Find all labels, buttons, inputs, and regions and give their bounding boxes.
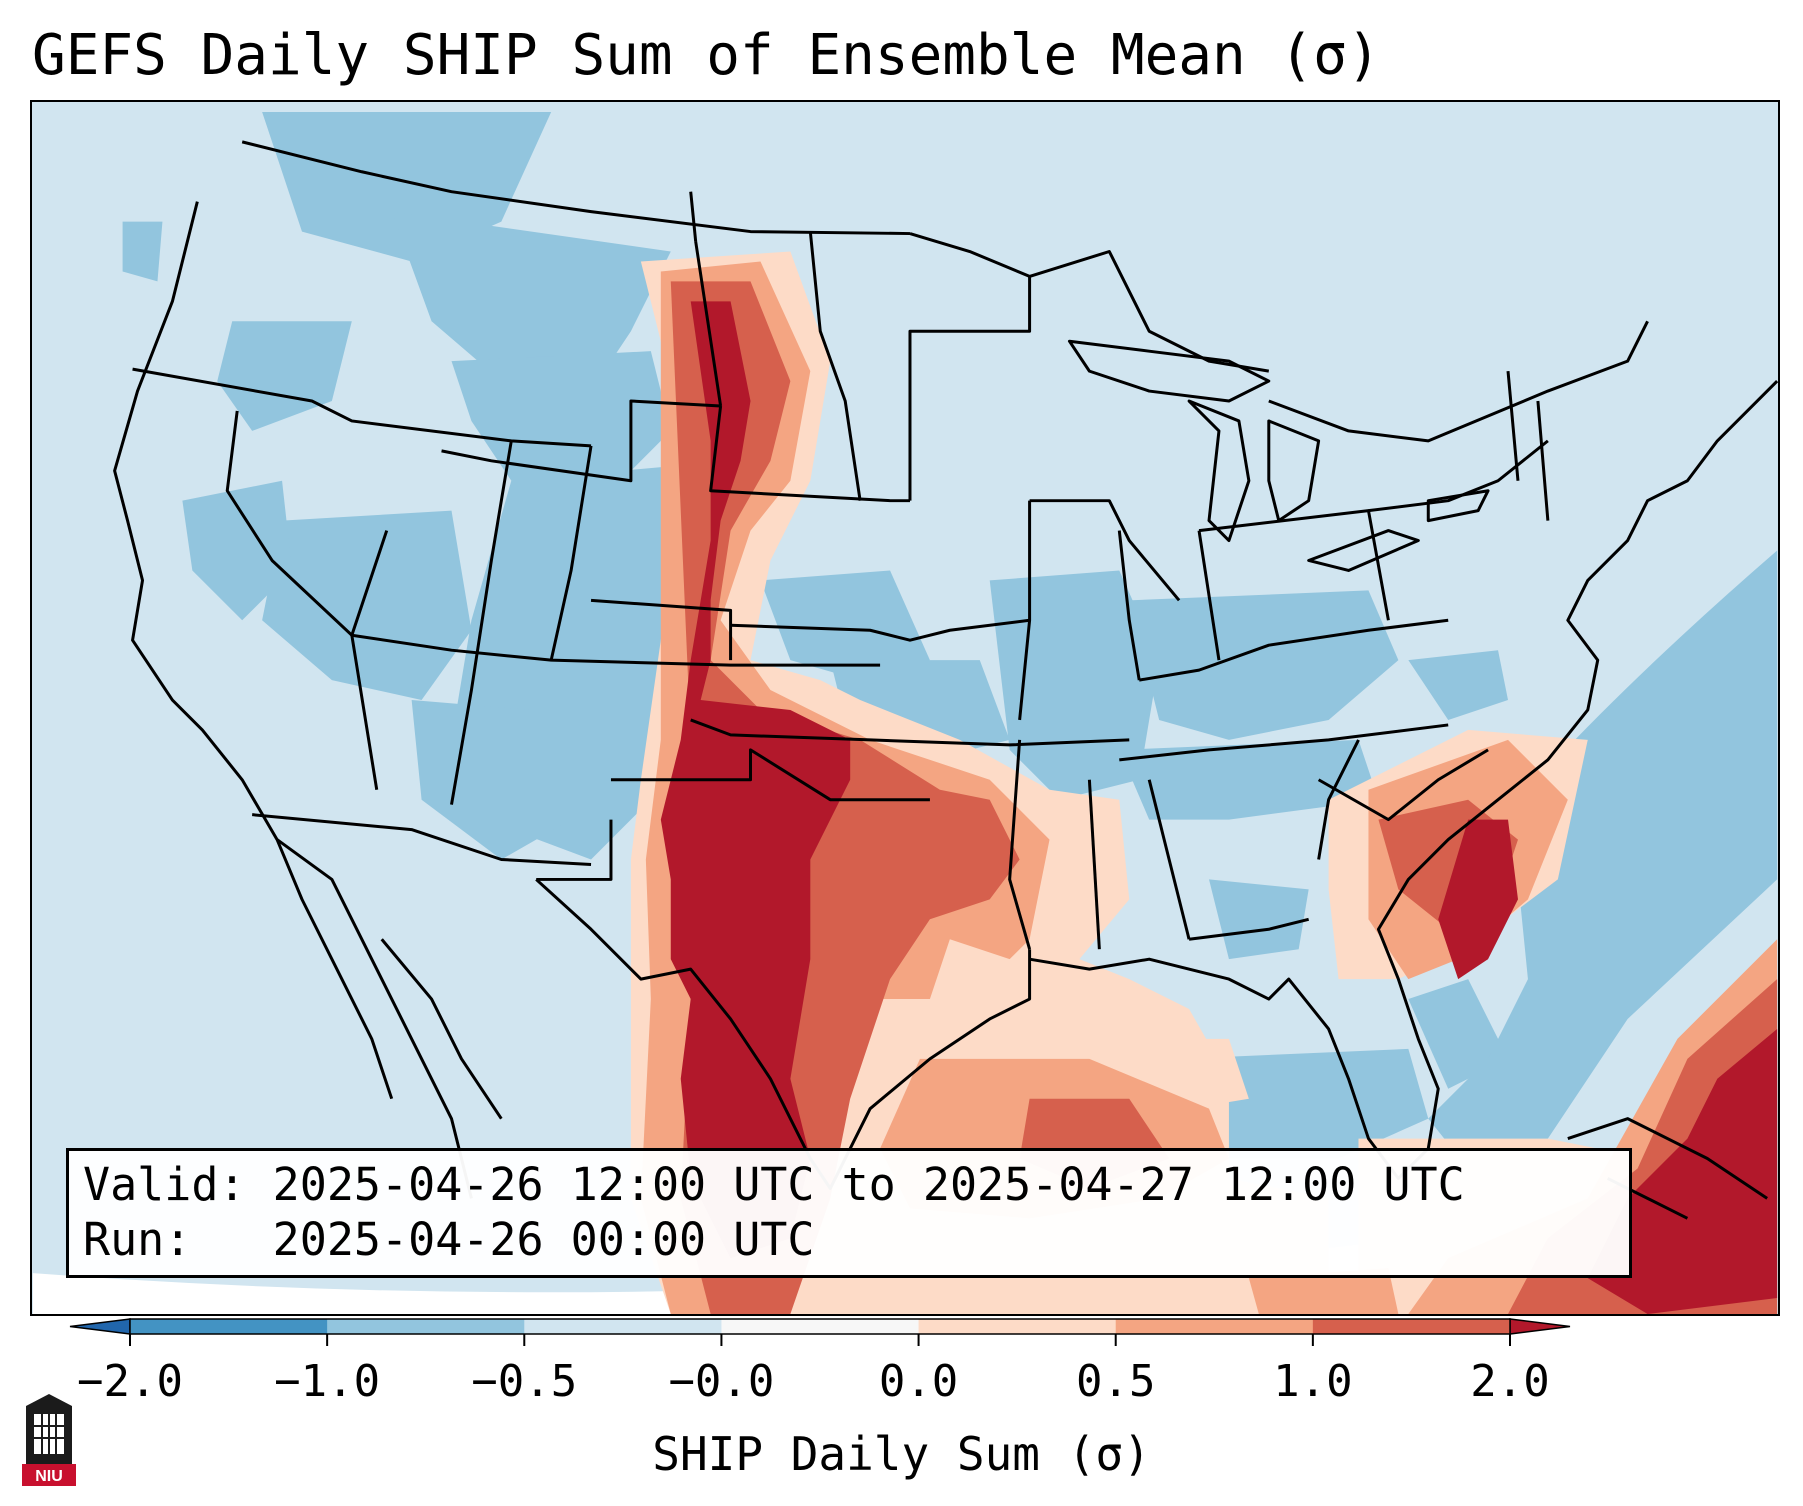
- colorbar-tick-label: −2.0: [77, 1356, 183, 1407]
- us-canada-border: [241, 140, 911, 236]
- colorbar-swatches: [69, 1318, 1571, 1335]
- colorbar-swatch: [327, 1319, 525, 1334]
- colorbar-tick-label: −0.0: [668, 1356, 774, 1407]
- map-panel: [30, 100, 1780, 1316]
- colorbar-ticks: −2.0 −1.0 −0.5 −0.0 0.0 0.5 1.0 2.0: [77, 1334, 1550, 1407]
- colorbar-tick-label: 0.5: [1076, 1356, 1155, 1407]
- niu-logo: NIU: [22, 1394, 76, 1486]
- colorbar: −2.0 −1.0 −0.5 −0.0 0.0 0.5 1.0 2.0: [69, 1318, 1571, 1407]
- valid-time-text: Valid: 2025-04-26 12:00 UTC to 2025-04-2…: [83, 1158, 1465, 1211]
- colorbar-swatch: [524, 1319, 722, 1334]
- lake-ontario: [1426, 489, 1490, 523]
- lake-erie: [1307, 529, 1420, 572]
- colorbar-extend-max: [1509, 1318, 1571, 1335]
- colorbar-extend-min: [69, 1318, 131, 1335]
- chart-title: GEFS Daily SHIP Sum of Ensemble Mean (σ): [32, 23, 1381, 88]
- west-coast: [113, 201, 394, 1100]
- boundaries-layer: [113, 140, 1778, 1220]
- east-gulf-coast: [1029, 380, 1778, 1180]
- colorbar-tick-label: 2.0: [1470, 1356, 1549, 1407]
- colorbar-swatch: [1115, 1319, 1314, 1334]
- lake-superior: [1067, 339, 1271, 403]
- colorbar-tick-label: −0.5: [471, 1356, 577, 1407]
- colorbar-label: SHIP Daily Sum (σ): [652, 1427, 1151, 1481]
- valid-run-info-box: Valid: 2025-04-26 12:00 UTC to 2025-04-2…: [66, 1148, 1632, 1278]
- lake-michigan: [1187, 399, 1251, 543]
- lake-huron: [1267, 419, 1321, 523]
- colorbar-tick-label: 1.0: [1273, 1356, 1352, 1407]
- colorbar-tick-label: 0.0: [879, 1356, 958, 1407]
- colorbar-swatch: [918, 1319, 1117, 1334]
- svg-text:NIU: NIU: [35, 1468, 63, 1485]
- map-svg: [32, 111, 1778, 1314]
- colorbar-border: [129, 1318, 1511, 1335]
- colorbar-swatch: [721, 1319, 920, 1334]
- colorbar-swatch: [1312, 1319, 1511, 1334]
- run-time-text: Run: 2025-04-26 00:00 UTC: [83, 1213, 815, 1266]
- colorbar-tick-label: −1.0: [274, 1356, 380, 1407]
- colorbar-swatch: [130, 1319, 328, 1334]
